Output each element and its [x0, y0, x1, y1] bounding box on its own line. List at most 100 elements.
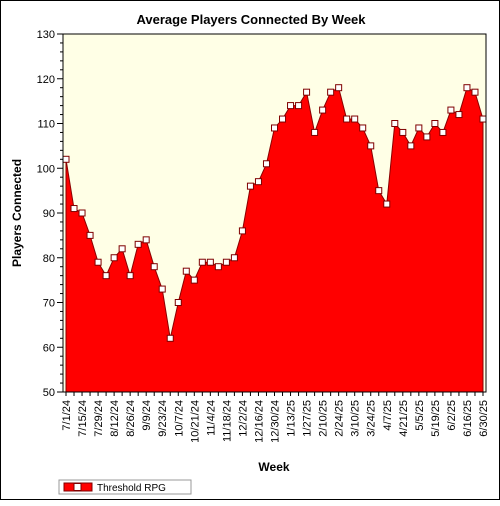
data-point — [214, 263, 222, 271]
data-point — [463, 84, 471, 92]
y-tick-label: 80 — [43, 253, 55, 265]
data-point — [206, 258, 214, 266]
legend-label: Threshold RPG — [97, 483, 166, 494]
legend-marker — [73, 483, 82, 491]
data-point — [190, 276, 198, 284]
data-point — [295, 102, 303, 110]
x-tick-label: 1/27/25 — [302, 400, 314, 437]
plot-border — [62, 33, 487, 393]
data-point — [166, 334, 174, 342]
y-tick-label: 100 — [37, 163, 55, 175]
x-tick-label: 7/15/24 — [77, 400, 89, 437]
data-point — [134, 240, 142, 248]
x-tick-label: 2/10/25 — [318, 400, 330, 437]
data-point — [198, 258, 206, 266]
y-tick-label: 70 — [43, 298, 55, 310]
data-point — [262, 160, 270, 168]
data-point — [86, 231, 94, 239]
data-point — [238, 227, 246, 235]
data-point — [359, 124, 367, 132]
x-tick-label: 4/21/25 — [398, 400, 410, 437]
data-point — [110, 254, 118, 262]
data-point — [343, 115, 351, 123]
data-point — [62, 155, 70, 163]
x-tick-label: 1/13/25 — [286, 400, 298, 437]
data-point — [471, 88, 479, 96]
y-tick-label: 50 — [43, 387, 55, 399]
data-point — [407, 142, 415, 150]
data-point — [271, 124, 278, 132]
data-point — [319, 106, 327, 114]
x-tick-label: 10/21/24 — [189, 400, 201, 443]
x-axis-label: Week — [258, 460, 289, 474]
x-tick-label: 7/1/24 — [61, 400, 73, 431]
x-tick-label: 6/30/25 — [478, 400, 490, 437]
data-point — [102, 272, 110, 280]
data-point — [230, 254, 238, 262]
x-tick-label: 8/12/24 — [109, 400, 121, 437]
data-point — [415, 124, 423, 132]
data-point — [391, 120, 399, 127]
x-tick-label: 9/9/24 — [141, 400, 153, 431]
data-point — [279, 115, 287, 123]
chart-title: Average Players Connected By Week — [136, 12, 366, 27]
y-tick-label: 90 — [43, 208, 55, 220]
y-tick-label: 120 — [37, 74, 55, 86]
x-tick-label: 9/23/24 — [157, 400, 169, 437]
x-tick-label: 6/16/25 — [462, 400, 474, 437]
x-tick-label: 12/2/24 — [237, 400, 249, 437]
x-tick-label: 6/2/25 — [446, 400, 458, 431]
data-point — [439, 128, 447, 136]
x-tick-label: 4/7/25 — [382, 400, 394, 431]
data-point — [142, 236, 150, 244]
data-point — [479, 115, 487, 123]
x-tick-label: 8/26/24 — [125, 400, 137, 437]
data-point — [118, 245, 126, 253]
x-tick-label: 7/29/24 — [93, 400, 105, 437]
data-point — [311, 128, 319, 136]
data-point — [367, 142, 375, 150]
data-point — [174, 299, 182, 306]
data-point — [70, 205, 78, 213]
legend: Threshold RPG — [58, 479, 192, 495]
data-point — [375, 187, 383, 195]
data-point — [447, 106, 455, 114]
x-tick-label: 2/24/25 — [334, 400, 346, 437]
data-point — [327, 88, 335, 96]
y-tick-label: 130 — [37, 29, 55, 41]
data-point — [222, 258, 230, 266]
x-tick-label: 12/30/24 — [270, 400, 282, 443]
x-tick-label: 12/16/24 — [253, 400, 265, 443]
data-point — [150, 263, 158, 271]
data-point — [78, 209, 86, 217]
data-point — [246, 182, 254, 190]
data-point — [399, 128, 407, 136]
x-tick-label: 5/5/25 — [414, 400, 426, 431]
data-point — [182, 267, 190, 275]
y-ticks: 50 60 70 80 90 100 110 120 130 — [37, 29, 63, 399]
x-tick-label: 11/4/24 — [205, 400, 217, 436]
data-point — [158, 285, 166, 293]
x-tick-label: 3/10/25 — [350, 400, 362, 437]
data-point — [303, 88, 311, 96]
data-point — [431, 120, 439, 127]
data-point — [287, 102, 295, 110]
x-ticks: 7/1/24 7/15/24 7/29/24 8/12/24 8/26/24 9/9/24… — [61, 392, 490, 443]
x-tick-label: 10/7/24 — [173, 400, 185, 437]
data-point — [254, 178, 262, 186]
data-point — [335, 84, 343, 92]
data-point — [94, 258, 102, 266]
x-tick-label: 5/19/25 — [430, 400, 442, 437]
y-tick-label: 110 — [37, 119, 55, 131]
data-point — [383, 200, 391, 208]
y-tick-label: 60 — [43, 342, 55, 354]
x-tick-label: 11/18/24 — [221, 400, 233, 442]
series-markers — [62, 84, 487, 342]
x-tick-label: 3/24/25 — [366, 400, 378, 437]
data-point — [423, 133, 431, 141]
data-point — [351, 115, 359, 123]
data-point — [455, 111, 463, 119]
data-point — [126, 272, 134, 280]
